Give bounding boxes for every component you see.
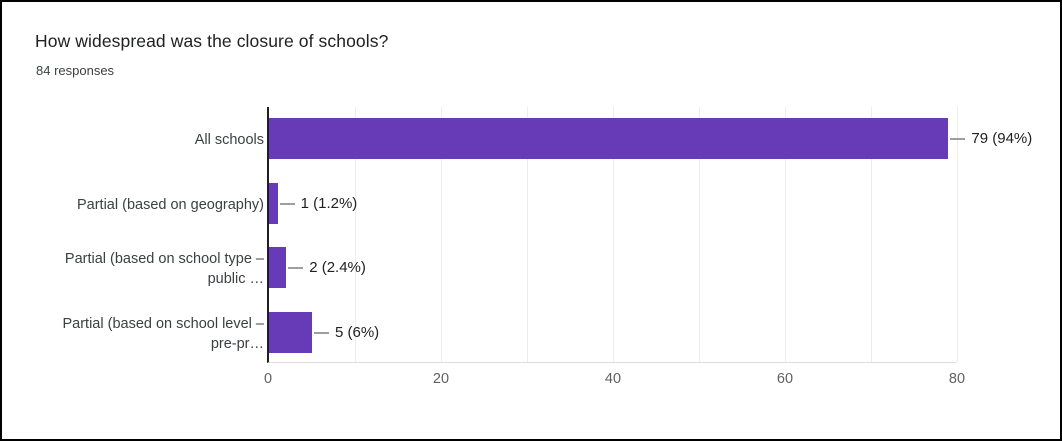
x-axis-tick-label: 60 [776,371,794,387]
category-label-line: public … [207,271,264,287]
x-axis-tick-label: 40 [604,371,622,387]
bar-row: 79 (94%) [269,118,1032,159]
gridline [355,107,356,362]
gridline [613,107,614,362]
response-count: 84 responses [36,63,115,78]
gridline [699,107,700,362]
bar-partial-school-type[interactable] [269,247,287,288]
leader-line [950,137,966,140]
category-label: Partial (based on school level – pre-pr… [30,314,264,354]
x-axis-tick-label: 20 [432,371,450,387]
gridline [785,107,786,362]
bar-row: 2 (2.4%) [269,247,957,288]
x-axis-tick-label: 80 [948,371,966,387]
leader-line [314,331,329,334]
category-label-line: All schools [194,132,264,148]
bar-row: 5 (6%) [269,312,957,353]
category-label-line: Partial (based on school type – [64,251,264,267]
bar-row: 1 (1.2%) [269,183,957,224]
plot-area: 79 (94%) 1 (1.2%) 2 (2.4%) 5 (6%) [267,107,1032,363]
gridline [957,107,958,362]
value-label: 5 (6%) [335,324,380,341]
value-label: 2 (2.4%) [309,259,366,276]
leader-line [279,202,295,205]
gridline [871,107,872,362]
bar-all-schools[interactable] [269,118,949,159]
category-label: Partial (based on school type – public … [30,249,264,289]
page-title: How widespread was the closure of school… [35,31,389,51]
bar-partial-school-level[interactable] [269,312,312,353]
value-label: 79 (94%) [971,130,1033,147]
category-label-line: Partial (based on school level – [62,316,264,332]
gridline [441,107,442,362]
bar-partial-geography[interactable] [269,183,278,224]
value-label: 1 (1.2%) [300,195,358,212]
category-label-line: Partial (based on geography) [76,197,264,213]
leader-line [288,266,304,269]
category-label-line: pre-pr… [210,336,264,352]
x-axis-tick-label: 0 [263,371,273,387]
category-label: All schools [30,130,264,150]
gridline [527,107,528,362]
category-label: Partial (based on geography) [30,195,264,215]
